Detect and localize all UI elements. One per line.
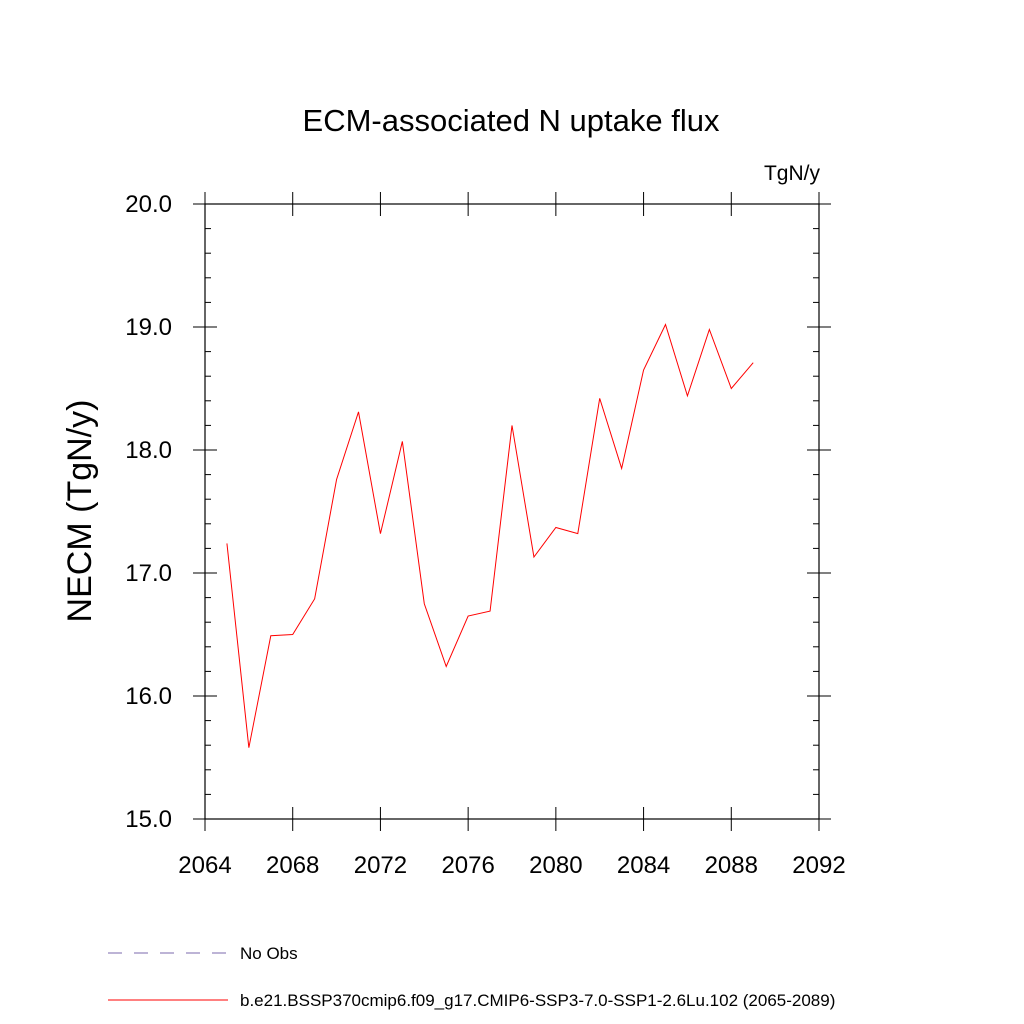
y-tick-label: 17.0 — [125, 560, 172, 587]
legend: No Obs b.e21.BSSP370cmip6.f09_g17.CMIP6-… — [108, 944, 835, 1010]
x-tick-label: 2088 — [705, 852, 758, 879]
tick-marks — [193, 192, 831, 831]
x-tick-label: 2084 — [617, 852, 670, 879]
y-axis-label: NECM (TgN/y) — [61, 400, 99, 623]
y-tick-label: 18.0 — [125, 437, 172, 464]
chart-title: ECM-associated N uptake flux — [303, 103, 720, 138]
y-tick-label: 19.0 — [125, 314, 172, 341]
y-tick-labels: 15.0 16.0 17.0 18.0 19.0 20.0 — [125, 191, 172, 833]
x-tick-label: 2064 — [178, 852, 231, 879]
series-line-0 — [226, 323, 754, 748]
legend-label-no-obs: No Obs — [240, 944, 298, 963]
plot-series — [226, 323, 754, 748]
x-tick-label: 2076 — [441, 852, 494, 879]
x-tick-label: 2080 — [529, 852, 582, 879]
units-label: TgN/y — [764, 162, 821, 185]
legend-label-series: b.e21.BSSP370cmip6.f09_g17.CMIP6-SSP3-7.… — [240, 991, 835, 1010]
plot-frame — [204, 203, 820, 820]
x-tick-label: 2092 — [792, 852, 845, 879]
x-tick-label: 2068 — [266, 852, 319, 879]
x-tick-labels: 2064 2068 2072 2076 2080 2084 2088 2092 — [178, 852, 845, 879]
y-tick-label: 20.0 — [125, 191, 172, 218]
y-tick-label: 16.0 — [125, 683, 172, 710]
x-tick-label: 2072 — [354, 852, 407, 879]
y-tick-label: 15.0 — [125, 806, 172, 833]
